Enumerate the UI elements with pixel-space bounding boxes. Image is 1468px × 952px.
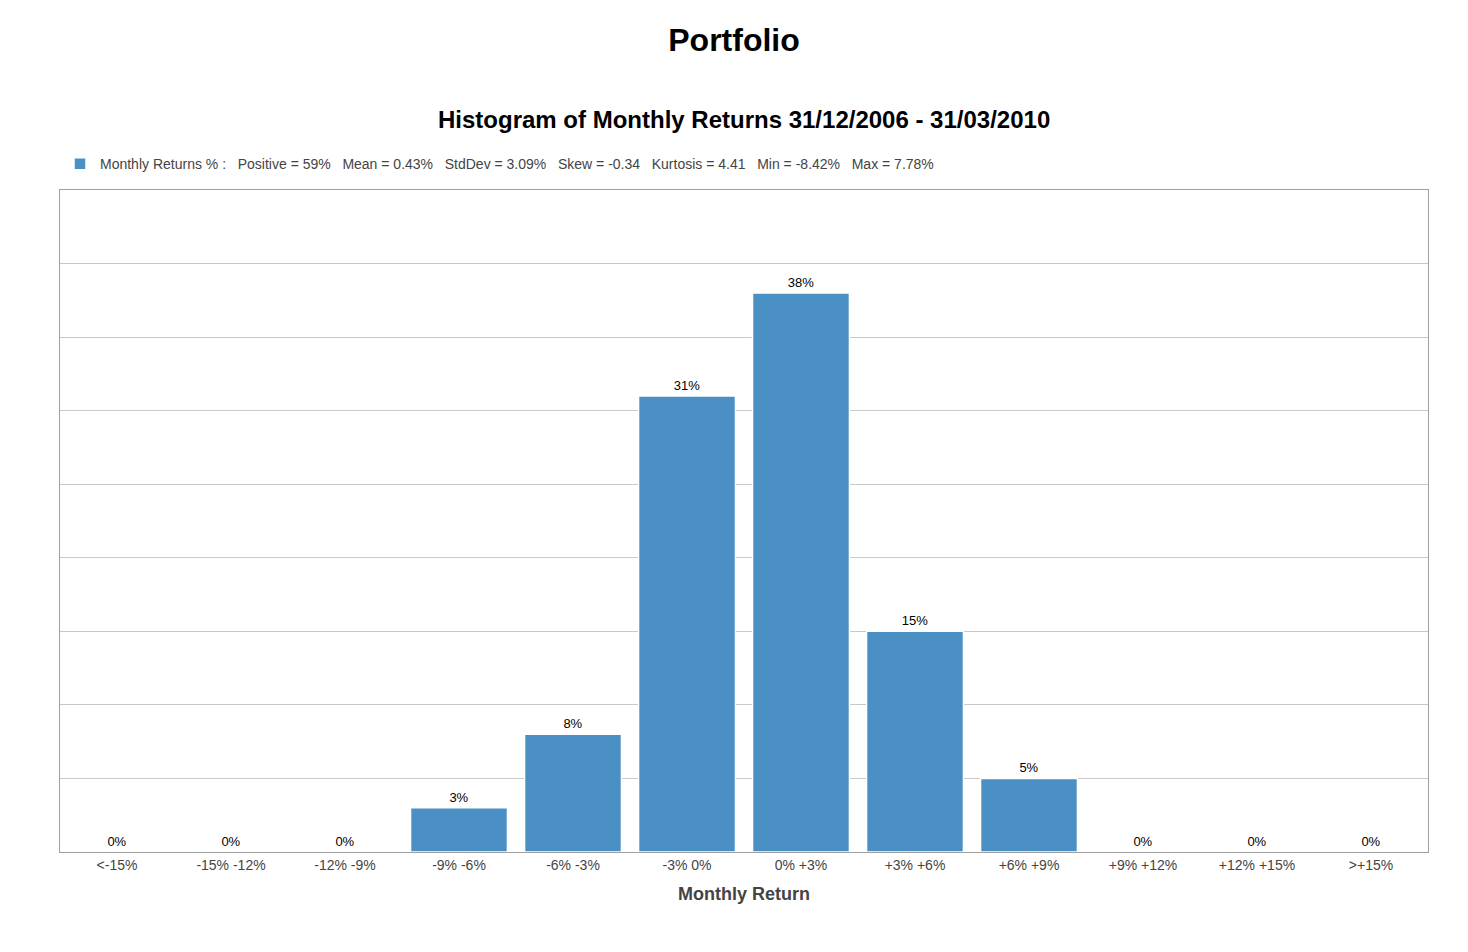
svg-text:0%: 0% [1361, 834, 1380, 849]
svg-text:-12% -9%: -12% -9% [314, 857, 375, 873]
svg-text:+3% +6%: +3% +6% [885, 857, 946, 873]
svg-text:+9% +12%: +9% +12% [1109, 857, 1178, 873]
svg-text:8%: 8% [563, 716, 582, 731]
svg-text:5%: 5% [1019, 760, 1038, 775]
svg-text:15%: 15% [902, 613, 928, 628]
svg-text:+12% +15%: +12% +15% [1219, 857, 1295, 873]
svg-text:>+15%: >+15% [1349, 857, 1393, 873]
svg-text:0%: 0% [1247, 834, 1266, 849]
svg-text:-15% -12%: -15% -12% [196, 857, 265, 873]
svg-text:0%: 0% [221, 834, 240, 849]
svg-text:0%: 0% [335, 834, 354, 849]
svg-text:Monthly Returns % : Positive: Monthly Returns % : Positive = 59% Mean … [100, 156, 934, 172]
svg-text:<-15%: <-15% [97, 857, 138, 873]
svg-text:+6% +9%: +6% +9% [999, 857, 1060, 873]
svg-text:0% +3%: 0% +3% [775, 857, 828, 873]
svg-text:Monthly Return: Monthly Return [678, 884, 810, 904]
svg-text:-9% -6%: -9% -6% [432, 857, 486, 873]
svg-text:3%: 3% [449, 790, 468, 805]
svg-text:-6% -3%: -6% -3% [546, 857, 600, 873]
svg-text:31%: 31% [674, 378, 700, 393]
svg-text:0%: 0% [107, 834, 126, 849]
svg-text:38%: 38% [788, 275, 814, 290]
svg-text:Histogram of Monthly Returns 3: Histogram of Monthly Returns 31/12/2006 … [438, 106, 1050, 133]
svg-text:0%: 0% [1133, 834, 1152, 849]
svg-text:Portfolio: Portfolio [668, 22, 800, 58]
svg-text:-3% 0%: -3% 0% [662, 857, 711, 873]
